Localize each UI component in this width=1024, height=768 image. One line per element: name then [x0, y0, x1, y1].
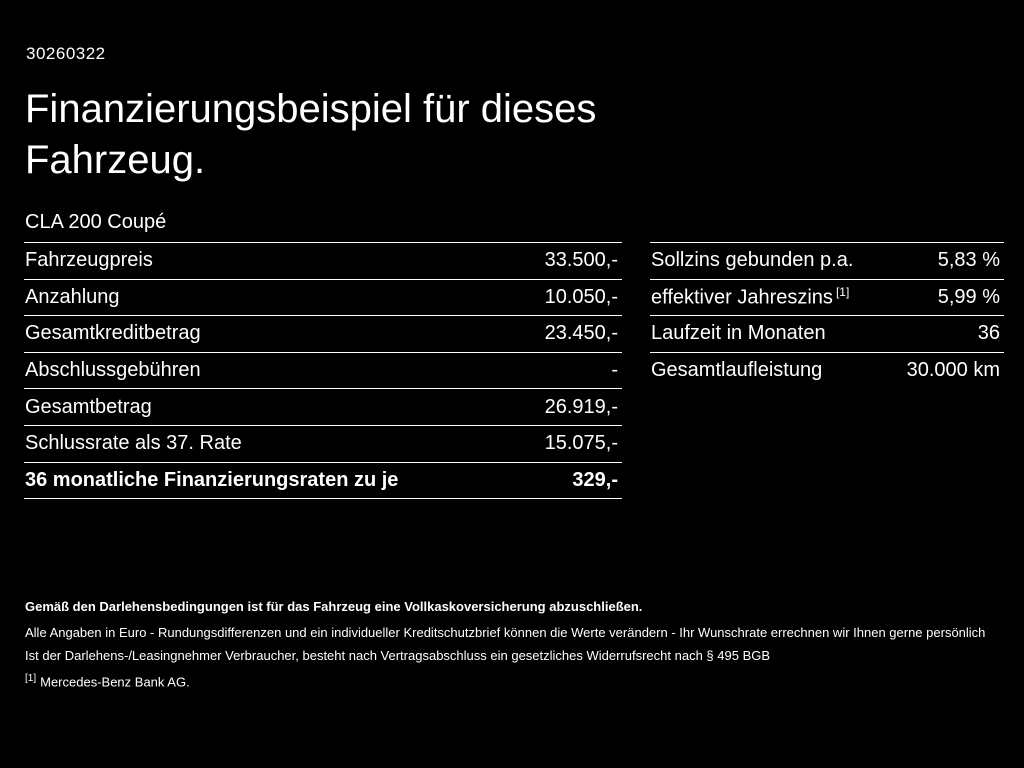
row-label: Gesamtbetrag [25, 395, 152, 418]
row-value: 33.500,- [544, 249, 618, 272]
table-row-effektiver-jahreszins: effektiver Jahreszins [1] 5,99 % [650, 278, 1004, 316]
row-label: Schlussrate als 37. Rate [25, 432, 242, 455]
table-row-laufzeit: Laufzeit in Monaten 36 [650, 315, 1004, 352]
row-value: 36 [977, 322, 1000, 345]
row-value: 23.450,- [544, 322, 618, 345]
finance-table-left: Fahrzeugpreis 33.500,- Anzahlung 10.050,… [24, 242, 622, 500]
row-label: Gesamtlaufleistung [651, 359, 823, 382]
row-value: 26.919,- [544, 395, 618, 418]
table-row-fahrzeugpreis: Fahrzeugpreis 33.500,- [24, 242, 622, 279]
row-value: 5,83 % [937, 249, 1000, 272]
table-row-sollzins: Sollzins gebunden p.a. 5,83 % [650, 242, 1004, 279]
row-value: 10.050,- [544, 285, 618, 308]
footer-insurance-note: Gemäß den Darlehensbedingungen ist für d… [25, 599, 643, 614]
table-row-schlussrate: Schlussrate als 37. Rate 15.075,- [24, 424, 622, 462]
page-title-line2: Fahrzeug. [25, 138, 206, 182]
footnote-reference: [1] [835, 285, 850, 300]
table-row-gesamtlaufleistung: Gesamtlaufleistung 30.000 km [650, 351, 1004, 389]
row-label: effektiver Jahreszins [1] [650, 285, 849, 310]
row-value: 5,99 % [937, 285, 1000, 308]
row-label: 36 monatliche Finanzierungsraten zu je [25, 468, 399, 491]
row-value: - [611, 359, 618, 382]
footnote-text: Mercedes-Benz Bank AG. [40, 674, 190, 690]
row-label: Fahrzeugpreis [25, 249, 153, 272]
document-number: 30260322 [26, 44, 106, 63]
row-label: Abschlussgebühren [25, 359, 201, 382]
footer-disclaimer-line1: Alle Angaben in Euro - Rundungsdifferenz… [25, 625, 986, 640]
row-label-text: effektiver Jahreszins [651, 286, 833, 309]
page-title-line1: Finanzierungsbeispiel für dieses [25, 87, 597, 131]
footer-footnote: [1] Mercedes-Benz Bank AG. [25, 671, 1001, 689]
row-label: Gesamtkreditbetrag [25, 322, 201, 345]
row-value: 329,- [572, 468, 618, 491]
row-label: Sollzins gebunden p.a. [651, 249, 854, 272]
table-row-gesamtbetrag: Gesamtbetrag 26.919,- [24, 388, 622, 425]
table-row-gesamtkreditbetrag: Gesamtkreditbetrag 23.450,- [24, 315, 622, 352]
vehicle-model: CLA 200 Coupé [25, 211, 167, 233]
footer-disclaimer-line2: Ist der Darlehens-/Leasingnehmer Verbrau… [25, 648, 771, 663]
footnote-marker: [1] [25, 673, 37, 684]
table-row-abschlussgebuehren: Abschlussgebühren - [24, 351, 622, 389]
page-title: Finanzierungsbeispiel für dieses Fahrzeug… [25, 84, 596, 186]
row-value: 15.075,- [544, 432, 618, 455]
table-row-monatsrate: 36 monatliche Finanzierungsraten zu je 3… [24, 461, 622, 499]
legal-footer: Gemäß den Darlehensbedingungen ist für d… [25, 599, 1001, 697]
row-label: Anzahlung [25, 285, 120, 308]
finance-table-right: Sollzins gebunden p.a. 5,83 % effektiver… [650, 242, 1004, 388]
table-row-anzahlung: Anzahlung 10.050,- [24, 278, 622, 316]
row-value: 30.000 km [906, 359, 1000, 382]
row-label: Laufzeit in Monaten [651, 322, 826, 345]
